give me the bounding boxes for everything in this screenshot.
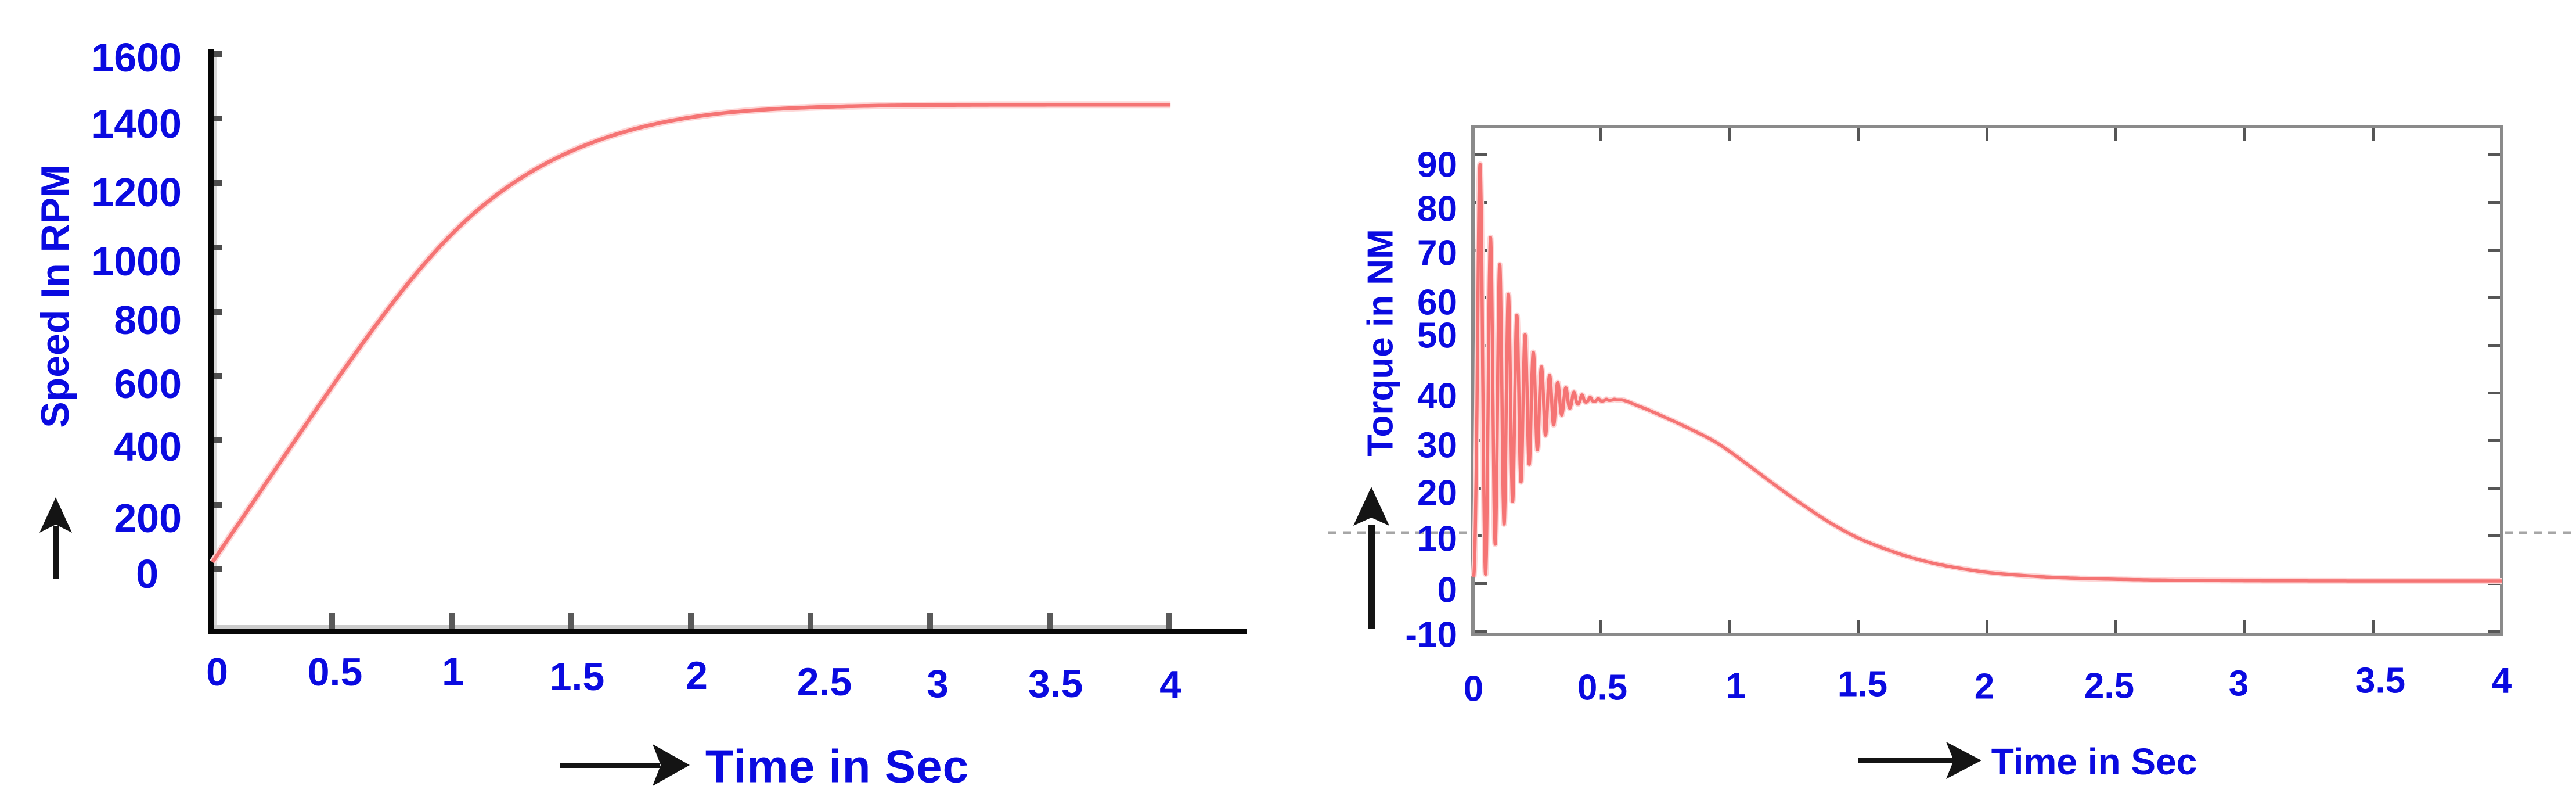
svg-text:90: 90 (1417, 145, 1457, 185)
svg-text:0: 0 (1464, 669, 1483, 709)
svg-text:0: 0 (206, 650, 228, 694)
svg-text:Torque in NM: Torque in NM (1361, 229, 1401, 456)
svg-text:10: 10 (1417, 519, 1457, 559)
svg-text:50: 50 (1417, 316, 1457, 356)
svg-text:Time in Sec: Time in Sec (705, 741, 969, 792)
svg-text:1.5: 1.5 (550, 655, 605, 699)
svg-text:2: 2 (686, 654, 708, 698)
svg-text:-10: -10 (1405, 615, 1457, 655)
svg-text:0.5: 0.5 (1577, 668, 1627, 708)
svg-text:0.5: 0.5 (308, 650, 363, 694)
svg-text:4: 4 (2492, 661, 2512, 701)
svg-text:1600: 1600 (91, 35, 182, 80)
svg-text:1400: 1400 (91, 101, 182, 146)
svg-text:3.5: 3.5 (1028, 662, 1083, 706)
svg-text:1: 1 (1726, 666, 1746, 706)
svg-text:3.5: 3.5 (2355, 661, 2405, 701)
svg-text:0: 0 (136, 551, 158, 597)
svg-text:60: 60 (1417, 283, 1457, 323)
svg-text:40: 40 (1417, 376, 1457, 417)
svg-text:70: 70 (1417, 234, 1457, 274)
svg-text:1000: 1000 (91, 239, 182, 284)
svg-text:1200: 1200 (91, 170, 182, 215)
svg-text:0: 0 (1437, 570, 1457, 611)
svg-text:4: 4 (1159, 663, 1181, 707)
svg-text:800: 800 (114, 297, 182, 343)
svg-text:Time in Sec: Time in Sec (1991, 741, 2197, 783)
svg-text:1.5: 1.5 (1838, 665, 1887, 705)
svg-text:600: 600 (114, 361, 182, 407)
svg-text:3: 3 (2229, 664, 2249, 704)
svg-text:80: 80 (1417, 189, 1457, 229)
svg-text:1: 1 (442, 649, 464, 694)
svg-text:3: 3 (927, 662, 949, 706)
svg-text:200: 200 (114, 496, 182, 541)
svg-text:400: 400 (114, 424, 182, 469)
svg-text:20: 20 (1417, 473, 1457, 514)
svg-text:Speed In RPM: Speed In RPM (33, 164, 77, 428)
svg-text:2: 2 (1975, 667, 1994, 707)
svg-text:30: 30 (1417, 426, 1457, 466)
svg-text:2.5: 2.5 (797, 660, 852, 704)
svg-text:2.5: 2.5 (2084, 666, 2134, 706)
